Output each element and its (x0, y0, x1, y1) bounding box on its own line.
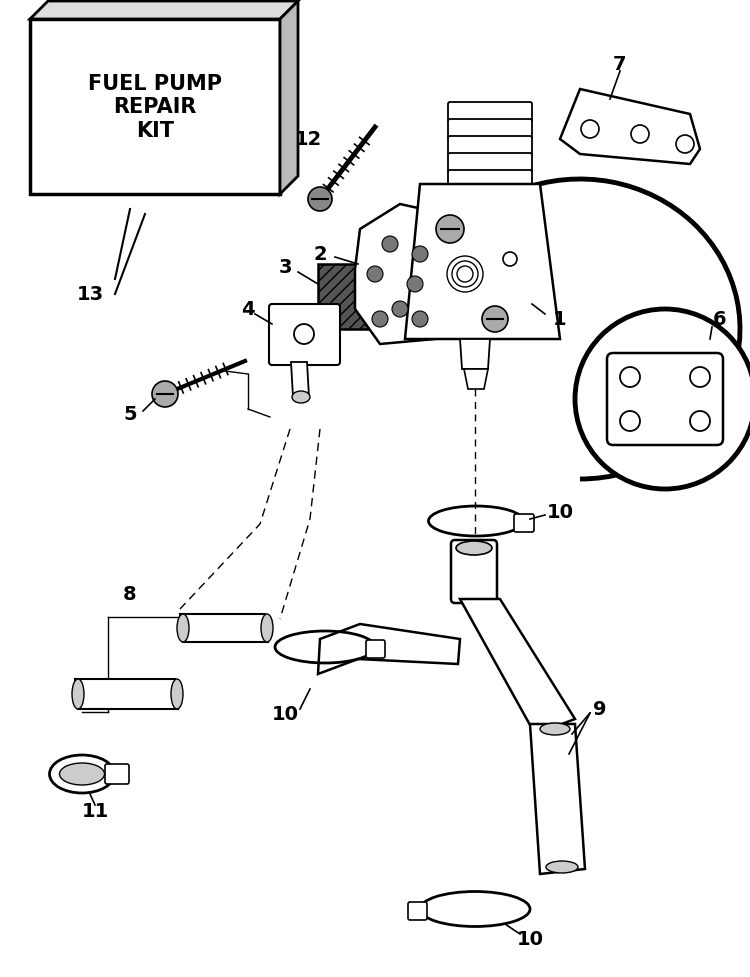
Text: FUEL PUMP
REPAIR
KIT: FUEL PUMP REPAIR KIT (88, 74, 222, 141)
Circle shape (372, 312, 388, 327)
FancyBboxPatch shape (448, 188, 532, 208)
Ellipse shape (171, 679, 183, 709)
Circle shape (367, 267, 383, 282)
Ellipse shape (177, 615, 189, 642)
Text: 1: 1 (554, 310, 567, 329)
Polygon shape (75, 679, 178, 709)
Polygon shape (530, 724, 585, 874)
FancyBboxPatch shape (448, 137, 532, 157)
FancyBboxPatch shape (448, 120, 532, 140)
FancyBboxPatch shape (408, 902, 427, 920)
Ellipse shape (261, 615, 273, 642)
Text: 3: 3 (278, 258, 292, 277)
Text: 5: 5 (123, 405, 136, 424)
FancyBboxPatch shape (366, 640, 385, 658)
FancyBboxPatch shape (105, 764, 129, 785)
FancyBboxPatch shape (448, 171, 532, 191)
Text: 10: 10 (272, 704, 298, 724)
Text: 4: 4 (242, 300, 255, 319)
Text: 11: 11 (81, 802, 109, 821)
Circle shape (407, 276, 423, 293)
Polygon shape (280, 2, 298, 194)
Circle shape (412, 247, 428, 263)
FancyBboxPatch shape (269, 305, 340, 365)
Circle shape (482, 307, 508, 332)
Circle shape (436, 216, 464, 243)
Polygon shape (318, 624, 460, 674)
FancyBboxPatch shape (448, 153, 532, 174)
Circle shape (382, 236, 398, 253)
Ellipse shape (540, 723, 570, 736)
Text: 8: 8 (123, 585, 136, 604)
Polygon shape (318, 265, 390, 329)
Polygon shape (460, 340, 490, 369)
Polygon shape (464, 369, 488, 390)
Ellipse shape (546, 861, 578, 873)
Text: 7: 7 (614, 56, 627, 74)
FancyBboxPatch shape (448, 103, 532, 123)
Polygon shape (355, 205, 455, 345)
Circle shape (308, 188, 332, 212)
Polygon shape (180, 615, 268, 642)
Ellipse shape (72, 679, 84, 709)
Circle shape (152, 382, 178, 407)
Circle shape (412, 312, 428, 327)
Ellipse shape (59, 763, 104, 786)
Polygon shape (405, 185, 560, 340)
Text: 6: 6 (713, 310, 727, 329)
Text: 10: 10 (547, 503, 574, 522)
Text: 12: 12 (294, 130, 322, 149)
Text: 13: 13 (76, 285, 104, 304)
FancyBboxPatch shape (514, 515, 534, 532)
FancyBboxPatch shape (451, 540, 497, 604)
Text: 10: 10 (517, 929, 544, 949)
Polygon shape (291, 362, 309, 398)
Text: 2: 2 (314, 245, 327, 264)
Circle shape (392, 302, 408, 318)
Text: 9: 9 (593, 700, 607, 719)
Polygon shape (30, 2, 298, 20)
Circle shape (575, 310, 750, 489)
Ellipse shape (292, 392, 310, 404)
Ellipse shape (50, 755, 115, 793)
Polygon shape (460, 599, 575, 735)
Ellipse shape (456, 541, 492, 556)
Polygon shape (30, 20, 280, 194)
Polygon shape (560, 90, 700, 165)
